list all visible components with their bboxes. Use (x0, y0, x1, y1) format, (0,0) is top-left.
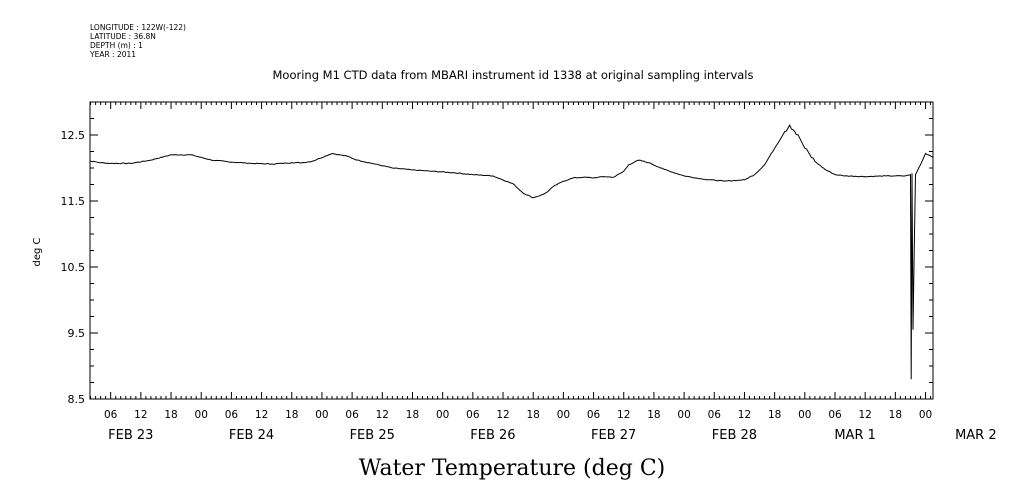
x-hour-label: 00 (798, 409, 811, 421)
latitude-text: LATITUDE : 36.8N (90, 32, 156, 41)
x-day-label: FEB 24 (229, 428, 274, 443)
x-hour-label: 12 (496, 409, 509, 421)
chart-title: Mooring M1 CTD data from MBARI instrumen… (273, 68, 754, 82)
x-day-label: FEB 26 (470, 428, 515, 443)
year-text: YEAR : 2011 (89, 50, 136, 59)
axis-ticks (90, 102, 933, 400)
depth-text: DEPTH (m) : 1 (90, 41, 143, 50)
x-hour-label: 12 (858, 409, 871, 421)
x-hour-label: 06 (587, 409, 601, 421)
x-hour-label: 18 (768, 409, 781, 421)
x-hour-label: 00 (315, 409, 328, 421)
y-axis-label: deg C (32, 237, 43, 266)
longitude-text: LONGITUDE : 122W(-122) (90, 23, 186, 32)
x-hour-label: 18 (406, 409, 419, 421)
x-hour-label: 18 (889, 409, 902, 421)
x-day-label: FEB 25 (350, 428, 395, 443)
x-hour-label: 18 (164, 409, 177, 421)
y-tick-label: 10.5 (61, 261, 86, 274)
x-hour-labels: 06 12 18 00 06 12 18 00 06 12 18 00 06 12 18 00 06 12 18 00… (104, 409, 932, 421)
x-hour-label: 00 (436, 409, 449, 421)
x-hour-label: 06 (104, 409, 118, 421)
x-hour-label: 06 (225, 409, 239, 421)
x-hour-label: 18 (647, 409, 660, 421)
y-tick-label: 9.5 (68, 327, 86, 340)
x-hour-label: 00 (677, 409, 690, 421)
metadata-block: LONGITUDE : 122W(-122) LATITUDE : 36.8N … (89, 23, 186, 59)
x-hour-label: 06 (466, 409, 480, 421)
x-hour-label: 12 (255, 409, 268, 421)
x-hour-label: 00 (557, 409, 570, 421)
x-hour-label: 12 (134, 409, 147, 421)
x-hour-label: 00 (195, 409, 208, 421)
x-hour-label: 18 (285, 409, 298, 421)
x-hour-label: 12 (617, 409, 630, 421)
x-day-label: MAR 1 (834, 428, 876, 443)
x-day-label: MAR 2 (955, 428, 997, 443)
plot-frame (89, 101, 934, 400)
x-hour-label: 12 (738, 409, 751, 421)
x-hour-label: 06 (345, 409, 359, 421)
x-axis-label: Water Temperature (deg C) (359, 456, 666, 481)
x-hour-label: 12 (376, 409, 389, 421)
x-day-label: FEB 27 (591, 428, 636, 443)
series-line-water-temperature (89, 123, 934, 380)
y-tick-label: 12.5 (61, 129, 86, 142)
x-hour-label: 00 (919, 409, 932, 421)
y-tick-label: 11.5 (61, 195, 86, 208)
x-day-label: FEB 28 (712, 428, 757, 443)
x-hour-label: 06 (828, 409, 842, 421)
x-day-label: FEB 23 (108, 428, 153, 443)
x-hour-label: 18 (527, 409, 540, 421)
x-day-labels: FEB 23 FEB 24 FEB 25 FEB 26 FEB 27 FEB 28 MAR … (108, 428, 996, 443)
y-tick-label: 8.5 (68, 393, 86, 406)
y-tick-labels: 12.5 11.5 10.5 9.5 8.5 (61, 129, 86, 406)
x-hour-label: 06 (708, 409, 722, 421)
